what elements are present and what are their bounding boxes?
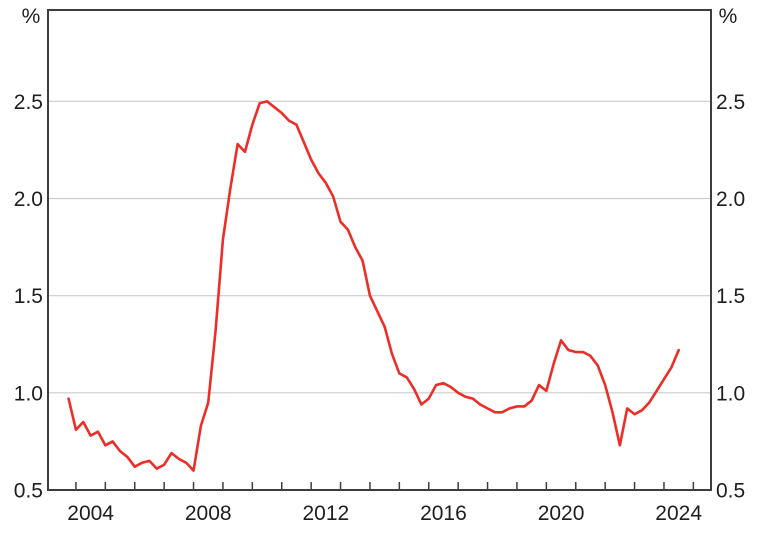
- y-axis-label-right: 1.0: [716, 382, 745, 405]
- y-axis-label-right: 2.5: [716, 91, 745, 114]
- y-axis-label-right: 2.0: [716, 188, 745, 211]
- x-axis-label: 2008: [185, 502, 232, 525]
- y-axis-label-left: 0.5: [14, 480, 43, 503]
- x-axis-label: 2016: [420, 502, 467, 525]
- y-axis-label-left: 2.5: [14, 91, 43, 114]
- plot-frame: [47, 9, 712, 491]
- data-line: [67, 100, 680, 472]
- y-axis-label-right: 1.5: [716, 285, 745, 308]
- y-axis-label-right: 0.5: [716, 480, 745, 503]
- x-axis-label: 2012: [302, 502, 349, 525]
- x-axis-label: 2004: [67, 502, 114, 525]
- y-axis-label-left: 2.0: [14, 188, 43, 211]
- x-axis-label: 2020: [538, 502, 585, 525]
- percent-label-left: %: [22, 5, 41, 28]
- percent-label-right: %: [719, 5, 738, 28]
- y-axis-label-left: 1.0: [14, 382, 43, 405]
- x-axis-label: 2024: [655, 502, 702, 525]
- y-axis-label-left: 1.5: [14, 285, 43, 308]
